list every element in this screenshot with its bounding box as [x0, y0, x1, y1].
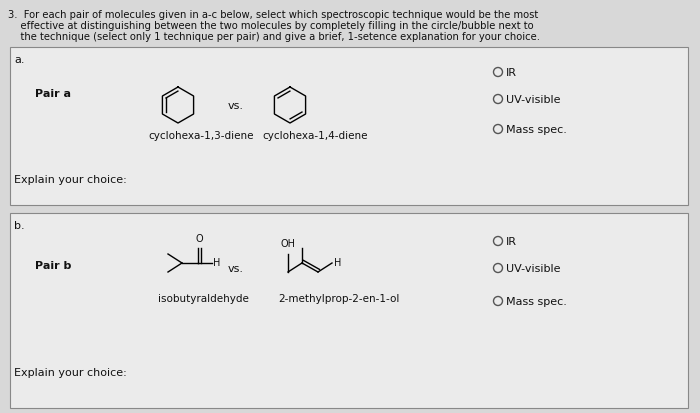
- Text: vs.: vs.: [228, 264, 244, 274]
- Text: Explain your choice:: Explain your choice:: [14, 368, 127, 378]
- Text: b.: b.: [14, 221, 24, 231]
- Text: Explain your choice:: Explain your choice:: [14, 175, 127, 185]
- Text: Mass spec.: Mass spec.: [506, 297, 567, 307]
- Text: H: H: [334, 258, 342, 268]
- Text: UV-visible: UV-visible: [506, 95, 561, 105]
- Text: IR: IR: [506, 237, 517, 247]
- Text: H: H: [213, 258, 220, 268]
- Text: OH: OH: [281, 239, 295, 249]
- Text: a.: a.: [14, 55, 24, 65]
- Text: IR: IR: [506, 68, 517, 78]
- Text: O: O: [195, 234, 203, 244]
- Text: the technique (select only 1 technique per pair) and give a brief, 1-setence exp: the technique (select only 1 technique p…: [8, 32, 540, 42]
- Text: vs.: vs.: [228, 101, 244, 111]
- Text: 3.  For each pair of molecules given in a-c below, select which spectroscopic te: 3. For each pair of molecules given in a…: [8, 10, 538, 20]
- Text: effective at distinguishing between the two molecules by completely filling in t: effective at distinguishing between the …: [8, 21, 533, 31]
- Text: Pair b: Pair b: [35, 261, 71, 271]
- Text: Mass spec.: Mass spec.: [506, 125, 567, 135]
- Text: UV-visible: UV-visible: [506, 264, 561, 274]
- Bar: [10, 213, 688, 408]
- Bar: [10, 47, 688, 205]
- Text: 2-methylprop-2-en-1-ol: 2-methylprop-2-en-1-ol: [278, 294, 400, 304]
- Text: cyclohexa-1,3-diene: cyclohexa-1,3-diene: [148, 131, 253, 141]
- Text: Pair a: Pair a: [35, 89, 71, 99]
- Text: cyclohexa-1,4-diene: cyclohexa-1,4-diene: [262, 131, 368, 141]
- Text: isobutyraldehyde: isobutyraldehyde: [158, 294, 249, 304]
